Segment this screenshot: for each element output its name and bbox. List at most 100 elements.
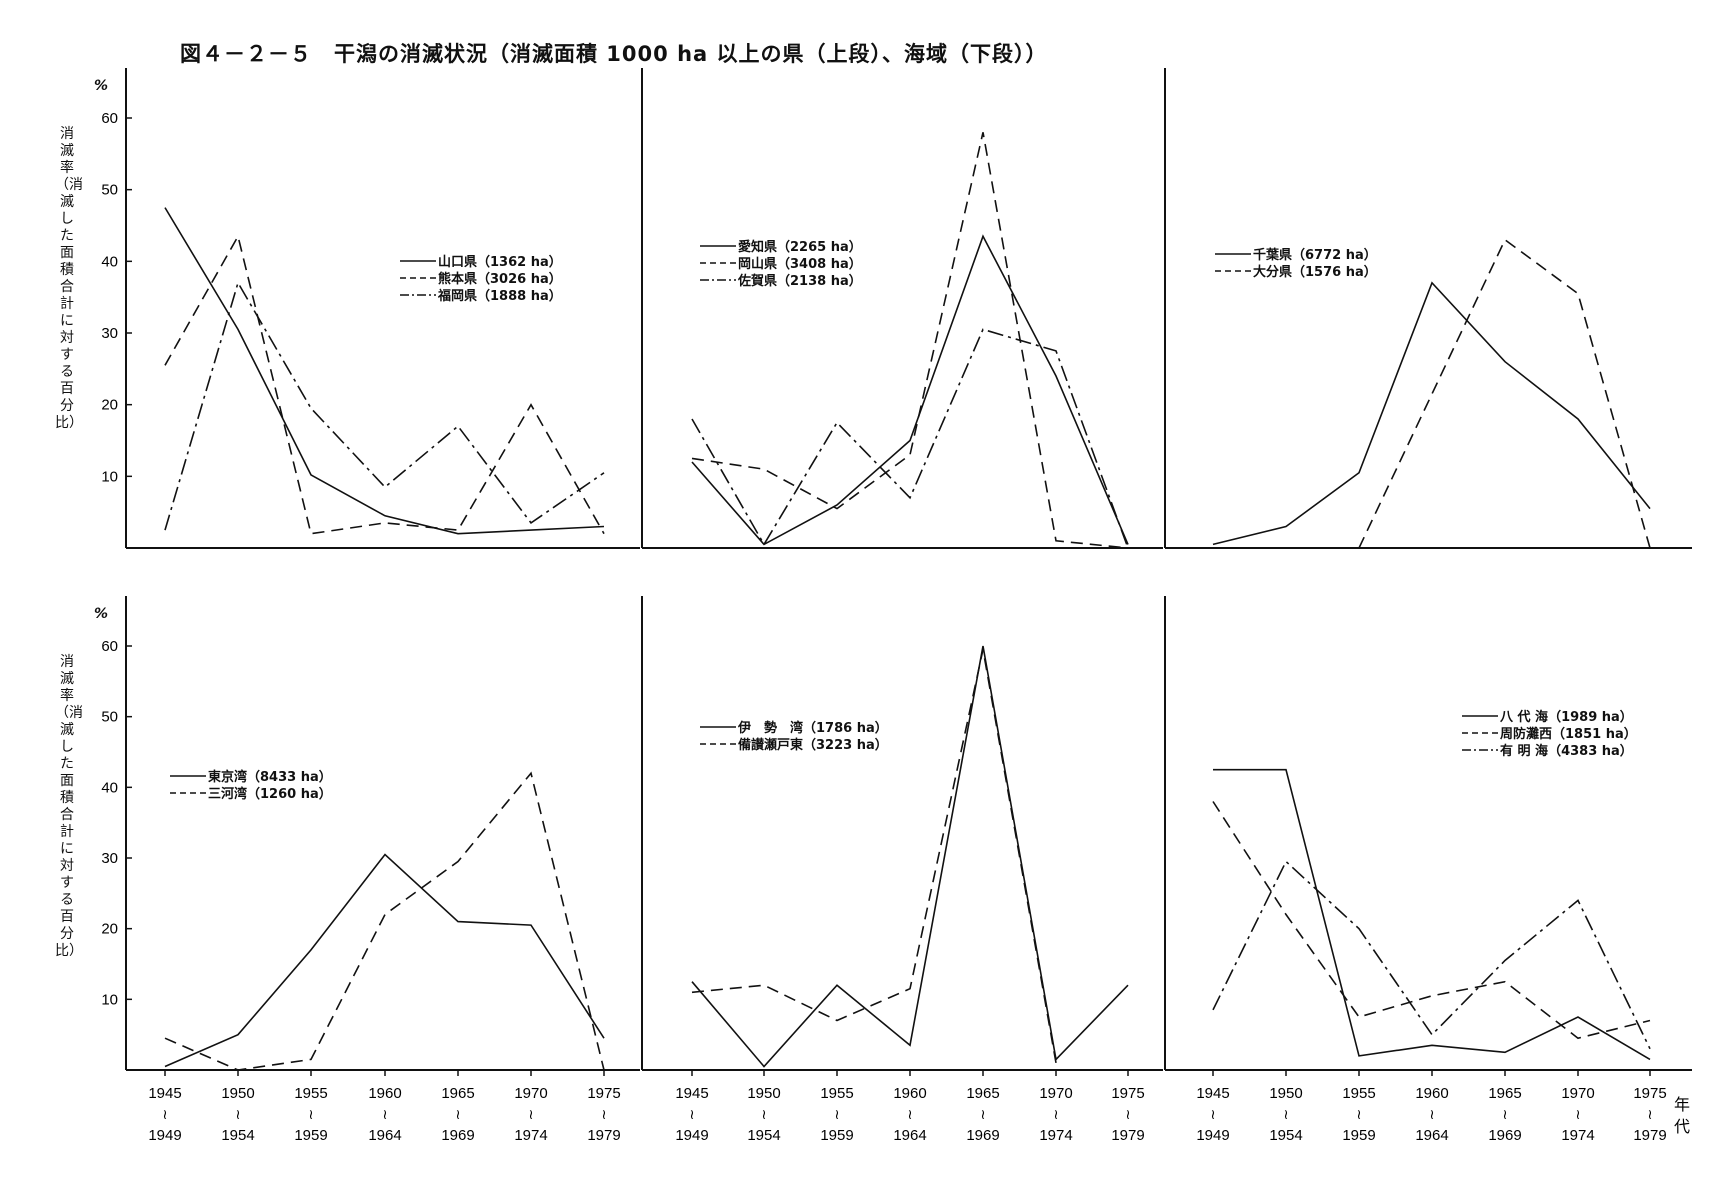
x-tick-label-end: 1954: [221, 1127, 254, 1144]
legend-swatch: [1215, 269, 1251, 272]
legend-swatch: [700, 244, 736, 247]
legend-swatch: [400, 259, 436, 262]
x-tick-label-start: 1945: [1196, 1085, 1229, 1102]
series-line-dashed: [164, 771, 605, 1071]
series-line-dashdot: [1212, 860, 1651, 1050]
legend-swatch: [170, 774, 206, 777]
legend-entry: 東京湾 （8433 ha）: [170, 767, 332, 785]
legend-series-area: （3408 ha）: [777, 257, 862, 272]
x-tick-label-end: 1969: [1488, 1127, 1521, 1144]
legend-series-area: （8433 ha）: [247, 770, 332, 785]
legend: 山口県 （1362 ha） 熊本県 （3026 ha） 福岡県 （1888 ha）: [400, 252, 562, 304]
legend-series-area: （1786 ha）: [803, 721, 888, 736]
legend-entry: 千葉県 （6772 ha）: [1215, 245, 1377, 263]
y-tick-label: 20: [101, 397, 118, 414]
x-tick-label-start: 1955: [294, 1085, 327, 1102]
y-tick-label: 50: [101, 709, 118, 726]
y-tick-label: 60: [101, 110, 118, 127]
legend-series-area: （3223 ha）: [803, 738, 888, 753]
legend-series-area: （1888 ha）: [477, 289, 562, 304]
chart-panel-5: 1945 ≀ 1949 1950 ≀ 1954 1955 ≀ 1959 1960 ≀ 1964 1965…: [641, 596, 1163, 1144]
x-tick-tilde: ≀: [1575, 1107, 1580, 1123]
x-tick-tilde: ≀: [162, 1107, 167, 1123]
x-unit-label: 年: [1674, 1095, 1690, 1114]
legend-series-name: 熊本県: [438, 272, 478, 287]
x-tick-label-start: 1970: [514, 1085, 547, 1102]
legend-series-name: 山口県: [438, 255, 478, 270]
legend-swatch: [700, 742, 736, 745]
legend-series-name: 備讃瀬戸東: [738, 738, 804, 753]
legend-series-area: （4383 ha）: [1548, 744, 1633, 759]
x-tick-tilde: ≀: [1283, 1107, 1288, 1123]
x-tick-label-end: 1964: [368, 1127, 401, 1144]
chart-panel-3: [1164, 68, 1692, 549]
x-tick-label-end: 1959: [820, 1127, 853, 1144]
legend-entry: 熊本県 （3026 ha）: [400, 269, 562, 287]
x-tick-tilde: ≀: [601, 1107, 606, 1123]
x-tick-label-end: 1969: [966, 1127, 999, 1144]
x-tick-label-end: 1959: [1342, 1127, 1375, 1144]
y-tick-label: 60: [101, 638, 118, 655]
legend-series-area: （3026 ha）: [477, 272, 562, 287]
chart-panel-6: 1945 ≀ 1949 1950 ≀ 1954 1955 ≀ 1959 1960 ≀ 1964 1965…: [1164, 596, 1692, 1144]
x-tick-label-start: 1975: [1633, 1085, 1666, 1102]
x-tick-tilde: ≀: [1502, 1107, 1507, 1123]
chart-panel-4: 10 20 30 40 50 60 1945 ≀ 1949 1950 ≀ 1954 1955 ≀ 1959 1…: [101, 596, 640, 1144]
legend-swatch: [700, 261, 736, 264]
x-tick-label-start: 1965: [1488, 1085, 1521, 1102]
legend: 愛知県 （2265 ha） 岡山県 （3408 ha） 佐賀県 （2138 ha）: [700, 237, 862, 289]
x-tick-tilde: ≀: [235, 1107, 240, 1123]
legend-entry: 有 明 海（4383 ha）: [1462, 741, 1637, 759]
legend-series-name: 東京湾: [208, 770, 248, 785]
x-tick-label-start: 1960: [368, 1085, 401, 1102]
series-line-solid: [164, 853, 605, 1068]
legend: 千葉県 （6772 ha） 大分県 （1576 ha）: [1215, 245, 1377, 280]
legend-entry: 佐賀県 （2138 ha）: [700, 271, 862, 289]
legend-series-name: 三河湾: [208, 787, 248, 802]
x-tick-label-end: 1949: [148, 1127, 181, 1144]
legend: 八 代 海（1989 ha） 周防灘西 （1851 ha）有 明 海（4383 ha…: [1462, 707, 1637, 759]
legend-swatch: [1215, 252, 1251, 255]
series-line-dashed: [691, 649, 1057, 1064]
x-unit-label: 代: [1674, 1117, 1690, 1136]
x-tick-tilde: ≀: [907, 1107, 912, 1123]
y-unit-label: %: [94, 606, 109, 622]
x-tick-label-start: 1950: [747, 1085, 780, 1102]
x-tick-tilde: ≀: [980, 1107, 985, 1123]
x-tick-label-end: 1954: [1269, 1127, 1302, 1144]
x-tick-label-end: 1969: [441, 1127, 474, 1144]
legend-series-area: （1576 ha）: [1292, 265, 1377, 280]
x-tick-label-start: 1950: [221, 1085, 254, 1102]
x-tick-label-end: 1949: [675, 1127, 708, 1144]
legend-entry: 備讃瀬戸東 （3223 ha）: [700, 735, 888, 753]
legend-swatch: [1462, 748, 1498, 751]
legend-series-name: 福岡県: [438, 289, 478, 304]
legend-entry: 山口県 （1362 ha）: [400, 252, 562, 270]
x-tick-tilde: ≀: [689, 1107, 694, 1123]
legend-series-name: 八 代 海: [1500, 710, 1549, 725]
legend-series-area: （1362 ha）: [477, 255, 562, 270]
x-tick-label-end: 1974: [514, 1127, 547, 1144]
legend-swatch: [170, 791, 206, 794]
x-tick-label-start: 1970: [1039, 1085, 1072, 1102]
x-tick-label-end: 1974: [1561, 1127, 1594, 1144]
x-tick-label-start: 1965: [966, 1085, 999, 1102]
x-tick-tilde: ≀: [1356, 1107, 1361, 1123]
x-tick-label-start: 1970: [1561, 1085, 1594, 1102]
legend-entry: 伊 勢 湾（1786 ha）: [700, 718, 888, 736]
x-tick-label-start: 1975: [587, 1085, 620, 1102]
x-tick-label-end: 1964: [1415, 1127, 1448, 1144]
legend-swatch: [400, 276, 436, 279]
x-tick-label-start: 1950: [1269, 1085, 1302, 1102]
legend-series-name: 佐賀県: [738, 274, 778, 289]
legend: 伊 勢 湾（1786 ha） 備讃瀬戸東 （3223 ha）: [700, 718, 888, 753]
series-line-dashed: [1358, 238, 1651, 549]
x-tick-label-start: 1955: [1342, 1085, 1375, 1102]
series-line-dashdot: [164, 280, 605, 531]
y-axis-title: 消滅率（消滅した面積合計に対する百分比）: [55, 654, 83, 959]
legend-series-name: 岡山県: [738, 257, 778, 272]
x-tick-label-end: 1959: [294, 1127, 327, 1144]
series-line-dashed: [164, 234, 605, 535]
figure-title: 図４－２－５ 干潟の消滅状況（消滅面積 1000 ha 以上の県（上段）、海域（…: [180, 42, 1048, 66]
x-tick-label-start: 1975: [1111, 1085, 1144, 1102]
